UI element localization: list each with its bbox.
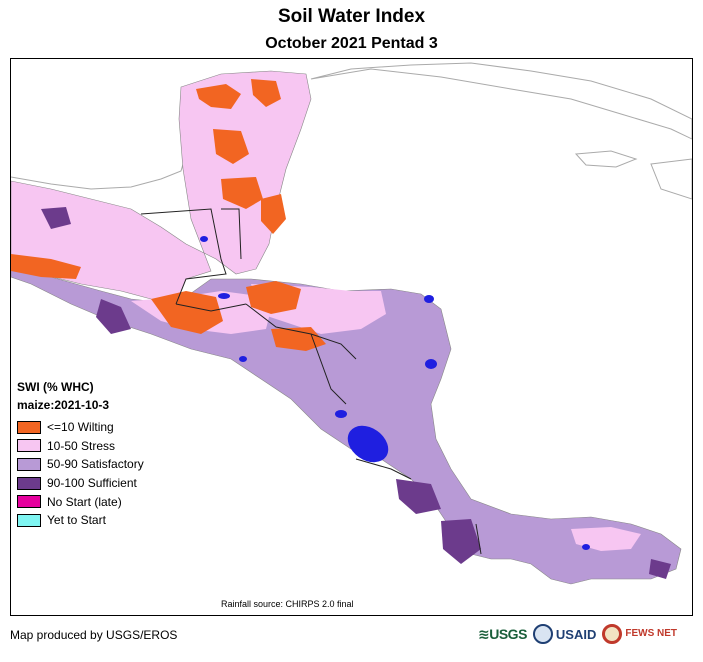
producer-credit: Map produced by USGS/EROS bbox=[10, 628, 178, 642]
map-area bbox=[10, 58, 693, 616]
map-svg bbox=[11, 62, 692, 585]
legend-item-satisfactory: 50-90 Satisfactory bbox=[17, 455, 167, 474]
legend-swatch-no-start bbox=[17, 495, 41, 509]
usaid-logo-text: USAID bbox=[555, 626, 597, 642]
legend-swatch-wilting bbox=[17, 420, 41, 434]
rainfall-source-credit: Rainfall source: CHIRPS 2.0 final bbox=[221, 599, 354, 609]
legend-swatch-stress bbox=[17, 439, 41, 453]
legend-label-sufficient: 90-100 Sufficient bbox=[47, 476, 137, 491]
map-title: Soil Water Index bbox=[277, 6, 426, 27]
legend-heading: SWI (% WHC) bbox=[17, 380, 94, 394]
usgs-logo: ≋ USGS bbox=[478, 626, 527, 643]
sufficient-patches bbox=[41, 207, 671, 579]
usgs-waves-icon: ≋ bbox=[478, 625, 490, 642]
national-borders bbox=[140, 208, 482, 555]
legend-item-no-start: No Start (late) bbox=[17, 492, 167, 511]
legend-label-satisfactory: 50-90 Satisfactory bbox=[47, 457, 144, 472]
yucatan-landmass bbox=[11, 70, 312, 305]
fews-net-logo-text: FEWS NET bbox=[625, 628, 678, 639]
legend-item-yet-to-start: Yet to Start bbox=[17, 511, 167, 530]
legend-swatch-satisfactory bbox=[17, 457, 41, 471]
cuba-outline bbox=[310, 62, 692, 140]
lake-nicaragua bbox=[347, 425, 389, 463]
jamaica-outline bbox=[574, 150, 638, 168]
fews-net-globe-icon bbox=[602, 624, 623, 644]
legend-item-wilting: <=10 Wilting bbox=[17, 418, 167, 437]
logo-strip: ≋ USGS USAID FEWS NET bbox=[478, 624, 683, 644]
wilting-patches bbox=[11, 79, 326, 351]
legend-label-yet-to-start: Yet to Start bbox=[47, 513, 106, 528]
legend-swatch-yet-to-start bbox=[17, 513, 41, 527]
usgs-logo-text: USGS bbox=[489, 626, 527, 642]
legend-label-wilting: <=10 Wilting bbox=[47, 420, 114, 435]
usaid-seal-icon bbox=[532, 624, 553, 644]
usaid-logo: USAID bbox=[532, 624, 597, 644]
map-subtitle: October 2021 Pentad 3 bbox=[265, 35, 438, 52]
water-bodies bbox=[200, 236, 590, 550]
fews-net-logo: FEWS NET bbox=[602, 624, 677, 644]
legend: SWI (% WHC) maize:2021-10-3 <=10 Wilting… bbox=[17, 380, 167, 530]
legend-crop: maize:2021-10-3 bbox=[17, 398, 110, 412]
legend-label-no-start: No Start (late) bbox=[47, 494, 122, 509]
legend-swatch-sufficient bbox=[17, 476, 41, 490]
legend-label-stress: 10-50 Stress bbox=[47, 438, 116, 453]
legend-item-sufficient: 90-100 Sufficient bbox=[17, 474, 167, 493]
lake-managua bbox=[335, 410, 347, 418]
legend-item-stress: 10-50 Stress bbox=[17, 437, 167, 456]
hispaniola-outline bbox=[650, 158, 692, 200]
